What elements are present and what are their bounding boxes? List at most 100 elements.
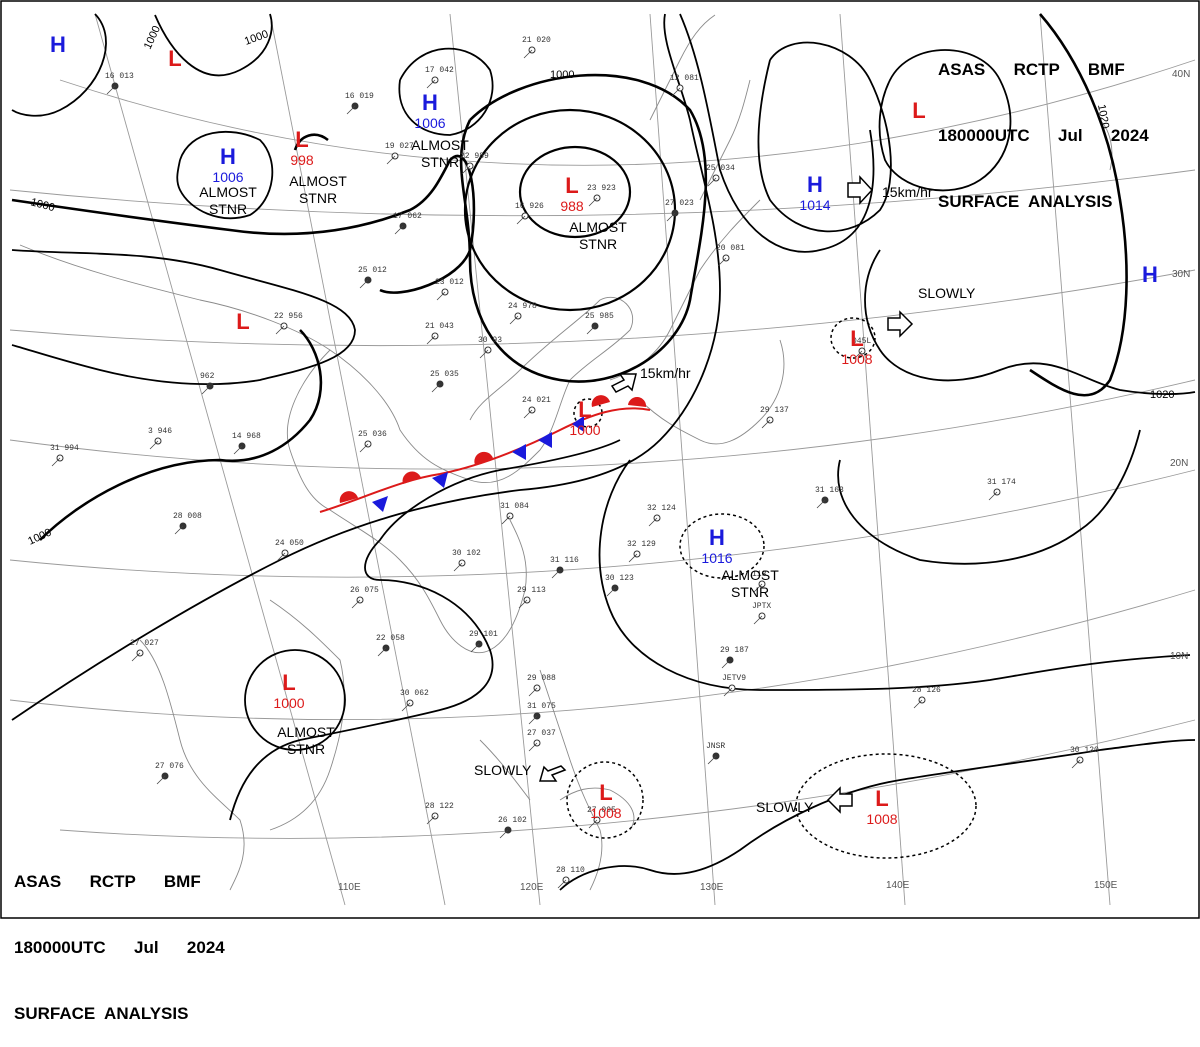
- wind-barb: [346, 105, 356, 115]
- wind-barb: [106, 85, 116, 95]
- wind-barb: [501, 515, 511, 525]
- isobar-label: 1000: [550, 69, 574, 81]
- wind-barb: [156, 775, 166, 785]
- wind-barb: [509, 315, 519, 325]
- isobar-dotted-1008-south: [566, 761, 644, 839]
- movement-note: SLOWLY: [474, 762, 532, 778]
- wind-barb: [606, 587, 616, 597]
- lat-label-30n: 30N: [1172, 269, 1190, 280]
- station-values: 16 013: [105, 72, 134, 81]
- wind-barb: [276, 552, 286, 562]
- station-plot: 30 93: [478, 336, 502, 359]
- wind-barb: [528, 742, 538, 752]
- central-pressure-value: 1006: [414, 115, 445, 131]
- isobar-1020-loop: [878, 49, 1012, 192]
- wind-barb: [386, 155, 396, 165]
- station-values: 23 012: [435, 278, 464, 287]
- isobar-high-1014: [757, 41, 892, 233]
- station-values: 17 062: [393, 212, 422, 221]
- wind-barb: [174, 525, 184, 535]
- station-values: 28 126: [912, 686, 941, 695]
- station-plot: 23 923: [587, 184, 616, 207]
- low-pressure-symbol: L: [168, 46, 181, 71]
- parallels: [9, 59, 1196, 839]
- station-values: 045L: [852, 337, 871, 346]
- movement-note: ALMOST STNR: [411, 137, 469, 170]
- header-bottom-line2: 180000UTC Jul 2024: [14, 938, 225, 957]
- isobar-low-south: [244, 649, 346, 751]
- station-plot: 19 027: [385, 142, 414, 165]
- station-values: JPTX: [752, 602, 771, 611]
- low-pressure-symbol: L: [565, 173, 578, 198]
- low-pressure-symbol: L: [578, 397, 591, 422]
- station-plot: 29 137: [760, 406, 789, 429]
- station-plot: 14 968: [232, 432, 261, 455]
- wind-barb: [753, 615, 763, 625]
- isobar-998: [293, 133, 329, 151]
- wind-barb: [721, 659, 731, 669]
- arrow-east-1014: [847, 175, 874, 205]
- isobar-east-ridge: [598, 459, 1191, 691]
- station-plot: 27 037: [527, 729, 556, 752]
- wind-barb: [479, 349, 489, 359]
- station-values: 24 021: [522, 396, 551, 405]
- station-values: 29 101: [469, 630, 498, 639]
- isobar-east-1: [864, 249, 1196, 395]
- central-pressure-value: 1008: [866, 811, 897, 827]
- wind-barb: [351, 599, 361, 609]
- wind-barb: [707, 755, 717, 765]
- station-values: 23 923: [587, 184, 616, 193]
- station-values: 20 081: [716, 244, 745, 253]
- lat-label-10n: 10N: [1170, 651, 1188, 662]
- station-plot: 27 095: [587, 806, 616, 829]
- station-plot: 25 035: [430, 370, 459, 393]
- isobar-south-loop: [229, 439, 621, 821]
- wind-barb: [913, 699, 923, 709]
- station-values: 31 163: [815, 486, 844, 495]
- high-pressure-symbol: H: [709, 525, 725, 550]
- isobars: [11, 13, 1196, 891]
- wind-barb: [707, 177, 717, 187]
- station-plot: 32 129: [627, 540, 656, 563]
- station-plot: 31 174: [987, 478, 1016, 501]
- station-values: 32 129: [627, 540, 656, 549]
- lon-label-150e: 150E: [1094, 880, 1118, 891]
- station-values: 12 081: [670, 74, 699, 83]
- wind-barb: [523, 409, 533, 419]
- wind-barb: [557, 879, 567, 889]
- central-pressure-value: 1006: [212, 169, 243, 185]
- station-plot: 25 012: [358, 266, 387, 289]
- isobar-top-left: [154, 13, 273, 77]
- wind-barb: [233, 445, 243, 455]
- wind-barb: [988, 491, 998, 501]
- high-pressure-symbol: H: [50, 32, 66, 57]
- station-plot: 21 043: [425, 322, 454, 345]
- wind-barb: [359, 443, 369, 453]
- wind-barb: [499, 829, 509, 839]
- station-plot: 27 023: [665, 199, 694, 222]
- wind-barb: [149, 440, 159, 450]
- station-plot: 20 081: [716, 244, 745, 267]
- station-values: 26 075: [350, 586, 379, 595]
- station-plot: 27 027: [130, 639, 159, 662]
- header-top-right: ASAS RCTP BMF 180000UTC Jul 2024 SURFACE…: [938, 15, 1149, 235]
- movement-note: ALMOST STNR: [289, 173, 347, 206]
- low-pressure-symbol: L: [282, 670, 295, 695]
- movement-arrows: [539, 175, 914, 814]
- station-values: 22 058: [376, 634, 405, 643]
- wind-barb: [717, 257, 727, 267]
- station-values: 31 084: [500, 502, 529, 511]
- wind-barb: [516, 215, 526, 225]
- lon-label-120e: 120E: [520, 882, 544, 893]
- wind-barb: [666, 212, 676, 222]
- wind-barb: [551, 569, 561, 579]
- station-values: JNSR: [706, 742, 725, 751]
- station-plot: 21 020: [522, 36, 551, 59]
- station-values: 16 926: [515, 202, 544, 211]
- station-values: 27 037: [527, 729, 556, 738]
- central-pressure-value: 1016: [701, 550, 732, 566]
- low-pressure-symbol: L: [236, 309, 249, 334]
- isobar-1020-outer: [1029, 13, 1128, 397]
- station-values: 3 946: [148, 427, 172, 436]
- station-values: 19 027: [385, 142, 414, 151]
